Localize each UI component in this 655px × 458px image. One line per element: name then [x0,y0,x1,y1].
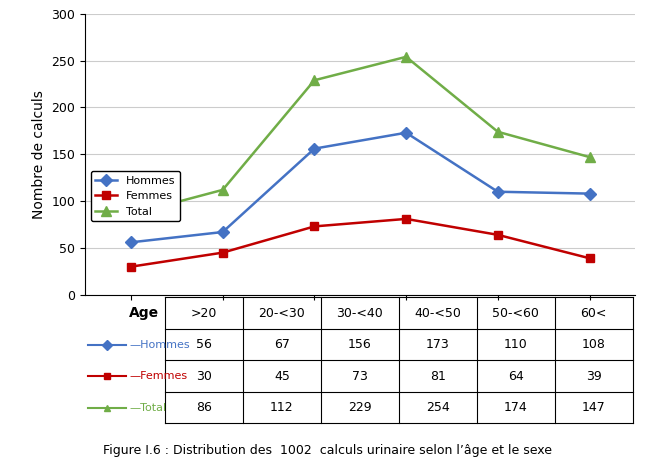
Femmes [494,232,502,238]
Text: 60<: 60< [580,307,607,320]
Femmes [310,224,318,229]
Text: 67: 67 [274,338,290,351]
Total [219,187,227,193]
Text: 156: 156 [348,338,371,351]
Hommes [310,146,318,152]
Text: 45: 45 [274,370,290,382]
Text: 40-<50: 40-<50 [415,307,461,320]
Text: 81: 81 [430,370,445,382]
Total [127,212,135,217]
Line: Total: Total [126,52,594,219]
Text: >20: >20 [191,307,217,320]
Text: 112: 112 [270,401,293,414]
Hommes [494,189,502,195]
Text: —Femmes: —Femmes [129,371,187,381]
Text: 64: 64 [508,370,523,382]
Text: 147: 147 [582,401,605,414]
Femmes [219,250,227,256]
Text: 56: 56 [196,338,212,351]
Text: 174: 174 [504,401,527,414]
Femmes [586,256,593,261]
Text: 254: 254 [426,401,449,414]
Total [586,154,593,160]
Text: Age: Age [129,306,159,320]
Legend: Hommes, Femmes, Total: Hommes, Femmes, Total [90,171,180,221]
Text: 30-<40: 30-<40 [337,307,383,320]
Text: 173: 173 [426,338,449,351]
Hommes [127,240,135,245]
Text: 229: 229 [348,401,371,414]
Hommes [586,191,593,196]
Text: 108: 108 [582,338,606,351]
Total [402,54,410,60]
Y-axis label: Nombre de calculs: Nombre de calculs [32,90,46,219]
Hommes [402,130,410,136]
Total [494,129,502,135]
Text: —Hommes: —Hommes [129,340,190,349]
Text: Figure I.6 : Distribution des  1002  calculs urinaire selon l’âge et le sexe: Figure I.6 : Distribution des 1002 calcu… [103,444,552,457]
Line: Femmes: Femmes [127,215,593,271]
Line: Hommes: Hommes [127,129,593,246]
Femmes [127,264,135,269]
Hommes [219,229,227,235]
Total [310,77,318,83]
Text: 86: 86 [196,401,212,414]
Text: 30: 30 [196,370,212,382]
Text: 110: 110 [504,338,527,351]
Text: 50-<60: 50-<60 [493,307,539,320]
Text: 73: 73 [352,370,367,382]
Text: —Total: —Total [129,403,166,413]
Text: 20-<30: 20-<30 [259,307,305,320]
Femmes [402,216,410,222]
Text: 39: 39 [586,370,601,382]
